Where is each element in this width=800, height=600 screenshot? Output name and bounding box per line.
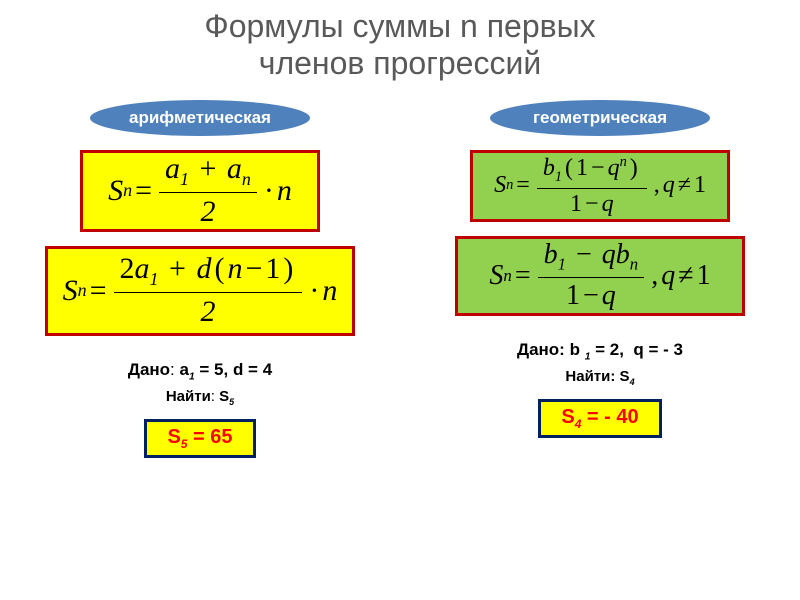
g1-fraction: b1(1−qn) 1−q: [537, 154, 647, 218]
geometric-formula-1: Sn = b1(1−qn) 1−q , q≠1: [470, 150, 730, 222]
arithmetic-formula-1: Sn = a1 + an 2 · n: [80, 150, 320, 232]
geometric-given: Дано: b 1 = 2, q = - 3: [517, 340, 683, 362]
geometric-formula-2: Sn = b1 − qbn 1−q , q≠1: [455, 236, 745, 316]
arithmetic-answer: S5 = 65: [144, 419, 255, 458]
slide-title: Формулы суммы n первых членов прогрессий: [0, 0, 800, 82]
title-line-1: Формулы суммы n первых: [204, 8, 595, 44]
equals-sign: =: [135, 174, 152, 208]
dot-op: ·: [264, 174, 274, 208]
f1-fraction: a1 + an 2: [159, 152, 257, 229]
g2-fraction: b1 − qbn 1−q: [538, 239, 645, 312]
f2-fraction: 2a1 + d(n−1) 2: [114, 252, 303, 329]
arithmetic-column: арифметическая Sn = a1 + an 2 · n Sn = 2…: [8, 100, 392, 458]
geometric-answer: S4 = - 40: [538, 399, 661, 438]
arithmetic-given: Дано: a1 = 5, d = 4: [128, 360, 272, 382]
columns-container: арифметическая Sn = a1 + an 2 · n Sn = 2…: [0, 100, 800, 458]
f1-lhs-sub: n: [123, 180, 132, 201]
title-line-2: членов прогрессий: [259, 45, 541, 81]
geometric-column: геометрическая Sn = b1(1−qn) 1−q , q≠1 S…: [408, 100, 792, 458]
f1-lhs-base: S: [108, 174, 123, 208]
arithmetic-formula-2: Sn = 2a1 + d(n−1) 2 · n: [45, 246, 355, 336]
geometric-pill: геометрическая: [490, 100, 710, 136]
arithmetic-find: Найти: S5: [166, 388, 234, 407]
arithmetic-pill: арифметическая: [90, 100, 310, 136]
geometric-find: Найти: S4: [565, 368, 634, 387]
